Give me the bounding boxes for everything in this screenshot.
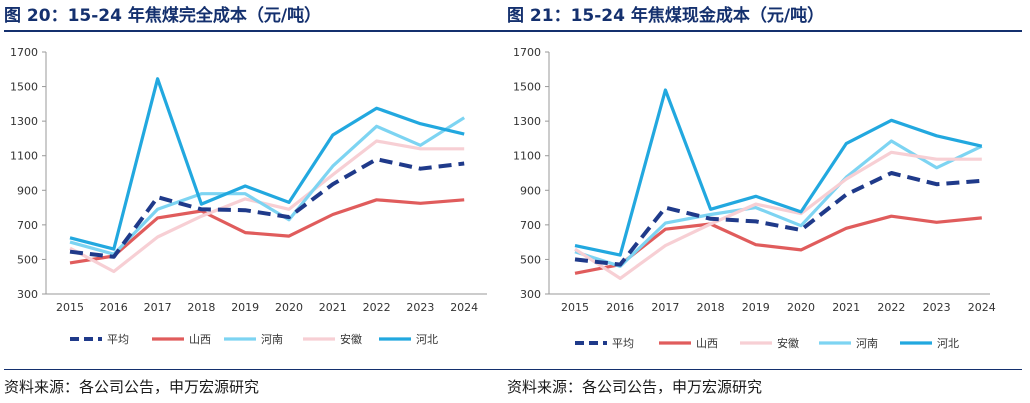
x-tick-label: 2016 bbox=[606, 301, 634, 314]
y-tick-label: 1500 bbox=[10, 81, 38, 94]
legend-label: 平均 bbox=[107, 333, 129, 346]
line-chart-cash-cost: 300 500 700 900 1100 1300 1500 1700 2015 2016 2017… bbox=[513, 46, 996, 350]
chart-panel-cash-cost: 图 21：15-24 年焦煤现金成本（元/吨） 300 500 700 900 1100… bbox=[507, 0, 1022, 403]
series-line-平均 bbox=[574, 171, 982, 267]
x-tick-label: 2016 bbox=[100, 301, 128, 314]
y-tick-label: 1700 bbox=[10, 46, 38, 59]
y-tick-label: 500 bbox=[17, 253, 38, 266]
y-tick-label: 300 bbox=[17, 288, 38, 301]
x-tick-label: 2022 bbox=[877, 301, 905, 314]
legend-label: 平均 bbox=[612, 337, 634, 350]
legend-label: 山西 bbox=[189, 333, 211, 346]
y-tick-label: 1500 bbox=[513, 81, 541, 94]
x-tick-label: 2021 bbox=[832, 301, 860, 314]
legend-label: 山西 bbox=[696, 337, 718, 350]
x-tick-label: 2018 bbox=[187, 301, 215, 314]
legend-label: 安徽 bbox=[340, 332, 362, 346]
y-tick-label: 900 bbox=[17, 184, 38, 197]
x-tick-label: 2023 bbox=[923, 301, 951, 314]
x-tick-label: 2022 bbox=[363, 301, 391, 314]
x-tick-label: 2023 bbox=[406, 301, 434, 314]
y-tick-label: 1300 bbox=[513, 115, 541, 128]
chart-panel-complete-cost: 图 20：15-24 年焦煤完全成本（元/吨） 300 500 700 900 1100… bbox=[4, 0, 519, 403]
x-tick-label: 2015 bbox=[56, 301, 84, 314]
x-tick-label: 2018 bbox=[697, 301, 725, 314]
y-tick-label: 500 bbox=[520, 253, 541, 266]
legend-label: 河北 bbox=[937, 337, 959, 350]
x-tick-label: 2017 bbox=[651, 301, 679, 314]
y-tick-label: 700 bbox=[520, 219, 541, 232]
legend-label: 安徽 bbox=[777, 336, 799, 350]
series-line-山西 bbox=[69, 198, 465, 265]
series-line-安徽 bbox=[69, 139, 465, 274]
title-divider bbox=[507, 30, 1022, 32]
source-note: 资料来源：各公司公告，申万宏源研究 bbox=[507, 378, 763, 396]
y-tick-label: 1100 bbox=[513, 150, 541, 163]
source-divider bbox=[4, 369, 519, 370]
x-tick-label: 2024 bbox=[450, 301, 478, 314]
y-tick-label: 700 bbox=[17, 219, 38, 232]
x-tick-label: 2020 bbox=[787, 301, 815, 314]
legend-label: 河南 bbox=[856, 337, 878, 350]
y-tick-label: 900 bbox=[520, 184, 541, 197]
chart-title: 图 20：15-24 年焦煤完全成本（元/吨） bbox=[4, 6, 322, 26]
line-chart-complete-cost: 300 500 700 900 1100 1300 1500 1700 2015 2016 2017… bbox=[10, 46, 487, 346]
x-tick-label: 2017 bbox=[144, 301, 172, 314]
x-tick-label: 2020 bbox=[275, 301, 303, 314]
y-tick-label: 300 bbox=[520, 288, 541, 301]
source-divider bbox=[507, 369, 1022, 370]
x-tick-label: 2024 bbox=[968, 301, 996, 314]
y-tick-label: 1700 bbox=[513, 46, 541, 59]
legend-label: 河北 bbox=[416, 333, 438, 346]
x-tick-label: 2019 bbox=[742, 301, 770, 314]
series-line-河南 bbox=[69, 116, 466, 256]
series-line-河北 bbox=[69, 77, 465, 251]
source-note: 资料来源：各公司公告，申万宏源研究 bbox=[4, 378, 260, 396]
x-tick-label: 2019 bbox=[231, 301, 259, 314]
series-line-平均 bbox=[69, 157, 465, 259]
y-tick-label: 1100 bbox=[10, 150, 38, 163]
chart-title: 图 21：15-24 年焦煤现金成本（元/吨） bbox=[507, 6, 825, 26]
x-tick-label: 2015 bbox=[561, 301, 589, 314]
title-divider bbox=[4, 30, 519, 32]
y-tick-label: 1300 bbox=[10, 115, 38, 128]
x-tick-label: 2021 bbox=[319, 301, 347, 314]
series-line-安徽 bbox=[574, 150, 982, 280]
legend-label: 河南 bbox=[261, 333, 283, 346]
series-line-河北 bbox=[574, 88, 983, 257]
